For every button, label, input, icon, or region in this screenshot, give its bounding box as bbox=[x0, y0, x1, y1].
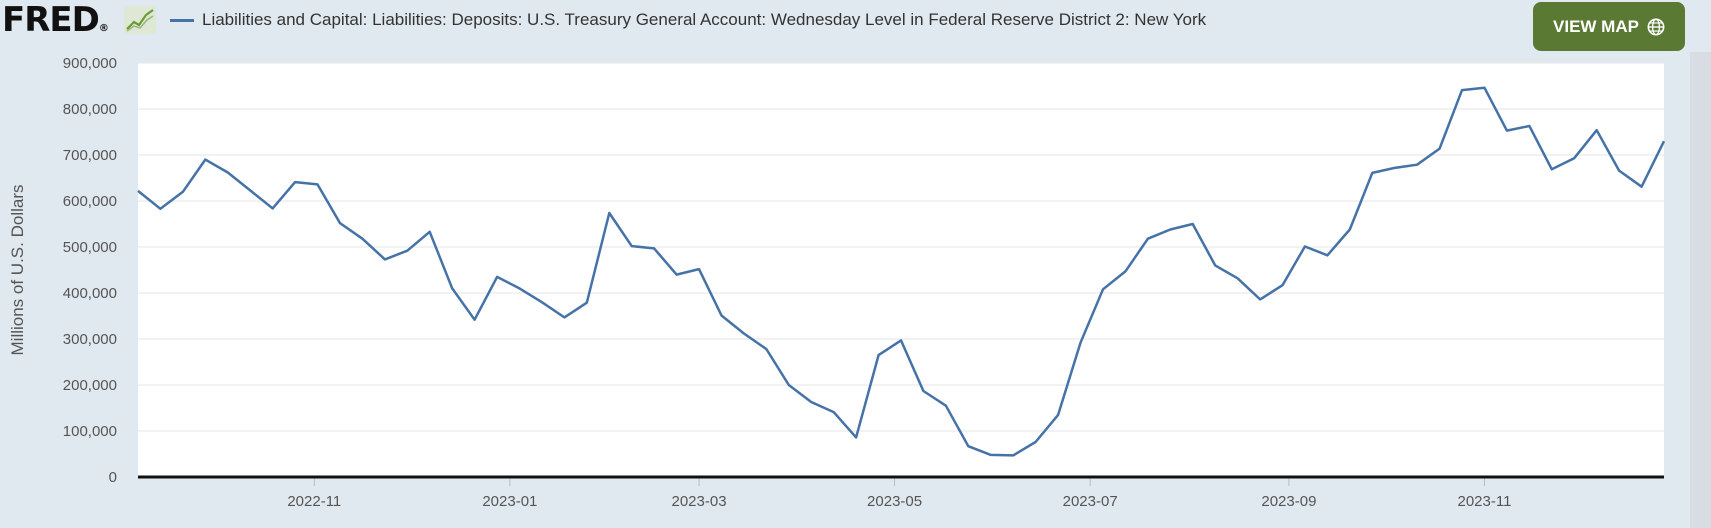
gridlines bbox=[138, 62, 1664, 432]
y-tick-label: 100,000 bbox=[63, 423, 117, 440]
y-tick-label: 700,000 bbox=[63, 147, 117, 164]
logo-text: FRED bbox=[2, 0, 100, 40]
y-axis-label: Millions of U.S. Dollars bbox=[8, 185, 27, 356]
globe-icon bbox=[1647, 18, 1665, 35]
y-axis-ticks: 0 100,000 200,000 300,000 400,000 500,000 600,… bbox=[63, 55, 117, 486]
x-tick-label: 2023-07 bbox=[1063, 493, 1118, 510]
view-map-button[interactable]: VIEW MAP bbox=[1533, 2, 1685, 51]
series-line[interactable] bbox=[137, 86, 1666, 457]
vertical-scrollbar[interactable] bbox=[1690, 52, 1711, 528]
y-tick-label: 300,000 bbox=[63, 331, 117, 348]
x-tick-label: 2023-05 bbox=[867, 493, 922, 510]
x-axis-ticks: 2022-11 2023-01 2023-03 2023-05 2023-07 2023-… bbox=[287, 477, 1511, 510]
view-map-label: VIEW MAP bbox=[1553, 16, 1639, 36]
y-tick-label: 500,000 bbox=[63, 239, 117, 256]
x-tick-label: 2023-11 bbox=[1458, 493, 1512, 510]
x-tick-label: 2023-03 bbox=[671, 493, 726, 510]
y-tick-label: 600,000 bbox=[63, 193, 117, 210]
y-tick-label: 0 bbox=[109, 469, 117, 486]
fred-logo[interactable]: FRED® bbox=[2, 0, 109, 49]
y-tick-label: 200,000 bbox=[63, 377, 117, 394]
plot-area bbox=[138, 63, 1664, 477]
header: FRED® Liabilities and Capital: Liabiliti… bbox=[0, 0, 1711, 52]
legend-series-line bbox=[170, 19, 194, 22]
line-chart-icon bbox=[124, 6, 156, 34]
y-tick-label: 900,000 bbox=[63, 55, 117, 72]
x-tick-label: 2023-01 bbox=[482, 493, 537, 510]
y-tick-label: 800,000 bbox=[63, 101, 117, 118]
chart-title: Liabilities and Capital: Liabilities: De… bbox=[202, 10, 1207, 29]
logo-registered-mark: ® bbox=[98, 23, 109, 34]
x-tick-label: 2022-11 bbox=[287, 493, 341, 510]
y-tick-label: 400,000 bbox=[63, 285, 117, 302]
x-tick-label: 2023-09 bbox=[1261, 493, 1316, 510]
